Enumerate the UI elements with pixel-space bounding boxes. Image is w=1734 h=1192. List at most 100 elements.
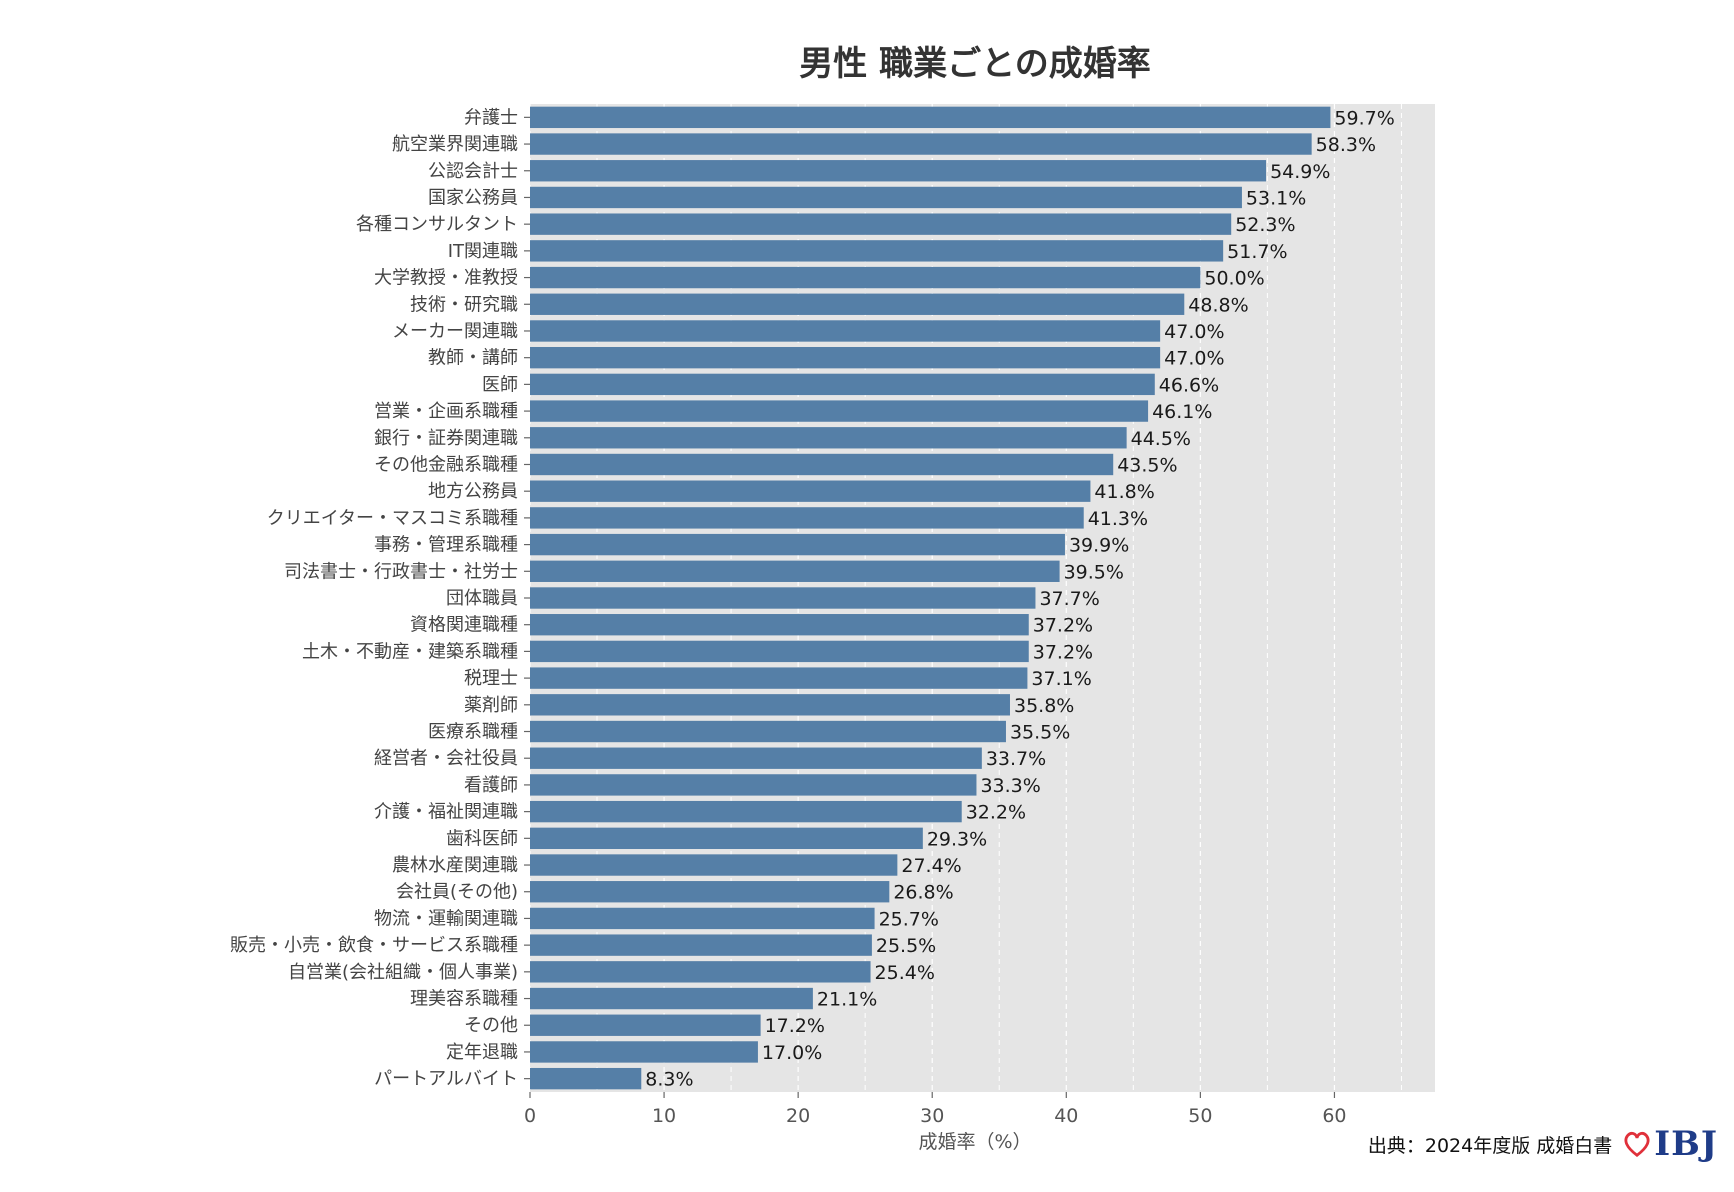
chart-title: 男性 職業ごとの成婚率 [799, 44, 1151, 84]
value-label: 39.9% [1069, 535, 1129, 557]
value-label: 37.7% [1039, 588, 1099, 610]
bar [530, 240, 1224, 262]
value-label: 37.2% [1033, 641, 1093, 663]
bar [530, 106, 1331, 129]
x-tick-label: 60 [1322, 1105, 1346, 1127]
category-label: その他金融系職種 [374, 454, 518, 475]
bar [530, 427, 1127, 449]
value-label: 46.6% [1159, 374, 1219, 396]
x-tick-label: 10 [652, 1105, 676, 1127]
value-label: 50.0% [1204, 268, 1264, 290]
bar [530, 800, 962, 823]
value-label: 25.7% [879, 908, 939, 930]
category-label: 薬剤師 [464, 695, 518, 716]
value-label: 54.9% [1270, 161, 1330, 183]
heart-icon [1624, 1131, 1650, 1158]
category-label: 航空業界関連職 [392, 134, 518, 155]
category-label: 各種コンサルタント [356, 214, 518, 235]
category-label: その他 [464, 1015, 518, 1036]
source-note: 出典：2024年度版 成婚白書 IBJ [1368, 1114, 1718, 1174]
ibj-logo: IBJ [1622, 1124, 1718, 1164]
category-label: 定年退職 [446, 1042, 518, 1063]
value-label: 59.7% [1334, 107, 1394, 129]
category-label: 介護・福祉関連職 [374, 802, 518, 823]
value-label: 32.2% [966, 802, 1026, 824]
bar [530, 1041, 758, 1063]
value-label: 29.3% [927, 828, 987, 850]
x-tick-label: 0 [524, 1105, 536, 1127]
bar [530, 320, 1161, 342]
value-label: 8.3% [645, 1069, 693, 1091]
category-label: 医療系職種 [428, 722, 518, 743]
value-label: 35.5% [1010, 722, 1070, 744]
value-label: 48.8% [1188, 294, 1248, 316]
category-label: パートアルバイト [374, 1069, 518, 1090]
value-label: 37.1% [1031, 668, 1091, 690]
value-label: 41.3% [1088, 508, 1148, 530]
category-label: 理美容系職種 [410, 989, 518, 1010]
value-label: 26.8% [893, 882, 953, 904]
category-label: 団体職員 [446, 588, 518, 609]
category-label: 経営者・会社役員 [374, 748, 518, 769]
category-label: 自営業(会社組織・個人事業) [288, 962, 518, 983]
bar [530, 934, 872, 956]
category-label: 国家公務員 [428, 187, 518, 208]
bar [530, 346, 1161, 369]
category-label: 資格関連職種 [410, 615, 518, 636]
bar [530, 507, 1084, 529]
category-label: 司法書士・行政書士・社労士 [284, 561, 518, 582]
category-label: 土木・不動産・建築系職種 [302, 641, 518, 662]
x-tick-label: 50 [1188, 1105, 1212, 1127]
bar [530, 480, 1091, 502]
bar [530, 961, 871, 983]
bar [530, 1014, 761, 1036]
category-label: 地方公務員 [428, 481, 518, 502]
bar [530, 987, 813, 1010]
value-label: 44.5% [1131, 428, 1191, 450]
value-labels: 59.7% 58.3% 54.9% 53.1% 52.3% 51.7% 50.0% 48.8%… [645, 107, 1395, 1090]
value-label: 37.2% [1033, 615, 1093, 637]
bar [530, 854, 898, 876]
bar [530, 373, 1155, 396]
bar [530, 747, 982, 769]
bar [530, 533, 1065, 556]
category-label: IT関連職 [448, 241, 518, 262]
value-label: 47.0% [1164, 348, 1224, 370]
category-label: メーカー関連職 [392, 321, 518, 342]
category-label: 銀行・証券関連職 [374, 428, 518, 449]
value-label: 46.1% [1152, 401, 1212, 423]
category-label: 物流・運輸関連職 [374, 908, 518, 929]
bar [530, 560, 1060, 582]
value-label: 52.3% [1235, 214, 1295, 236]
category-label: 営業・企画系職種 [374, 401, 518, 422]
bar [530, 694, 1010, 716]
value-label: 41.8% [1094, 481, 1154, 503]
bar [530, 881, 890, 903]
value-label: 25.5% [876, 935, 936, 957]
bar [530, 160, 1267, 182]
bar [530, 293, 1185, 315]
category-label: 教師・講師 [428, 348, 518, 369]
bar [530, 400, 1149, 422]
value-label: 27.4% [901, 855, 961, 877]
category-label: 税理士 [464, 668, 518, 689]
bar [530, 720, 1006, 743]
category-label: 看護師 [464, 775, 518, 796]
category-label: 販売・小売・飲食・サービス系職種 [230, 935, 518, 956]
value-label: 35.8% [1014, 695, 1074, 717]
source-text: 出典：2024年度版 成婚白書 [1367, 1134, 1613, 1157]
value-label: 21.1% [817, 989, 877, 1011]
bar [530, 213, 1232, 235]
x-axis-title: 成婚率（%） [918, 1131, 1031, 1153]
x-tick-label: 30 [920, 1105, 944, 1127]
bar [530, 1067, 642, 1090]
bar [530, 614, 1029, 636]
bar [530, 907, 875, 930]
bars [530, 106, 1331, 1090]
category-label: 技術・研究職 [410, 294, 518, 315]
bar [530, 587, 1036, 609]
logo-text: IBJ [1654, 1124, 1718, 1164]
category-label: 大学教授・准教授 [374, 268, 518, 289]
